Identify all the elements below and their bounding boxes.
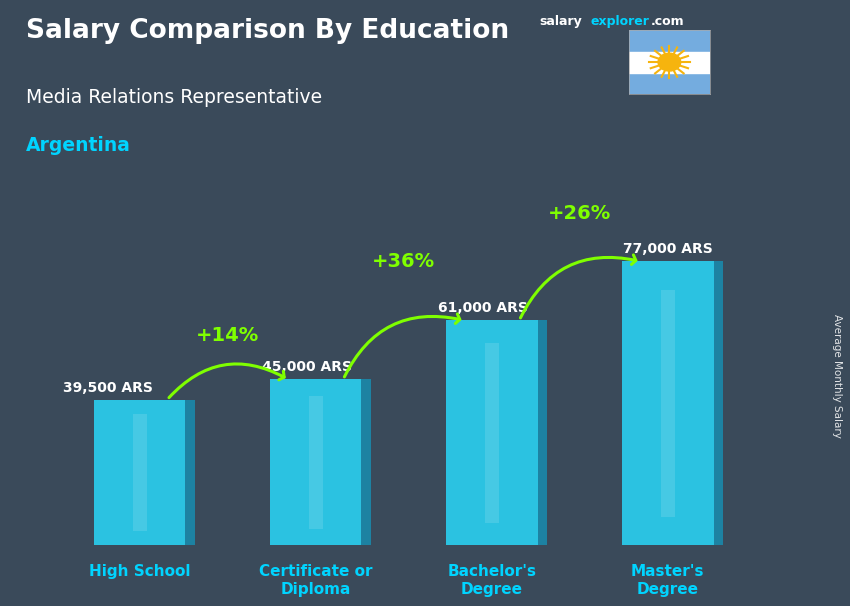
Circle shape: [658, 53, 681, 71]
Text: Salary Comparison By Education: Salary Comparison By Education: [26, 18, 508, 44]
Text: salary: salary: [540, 15, 582, 28]
Text: 77,000 ARS: 77,000 ARS: [623, 242, 713, 256]
Text: 61,000 ARS: 61,000 ARS: [438, 301, 528, 315]
Polygon shape: [537, 321, 547, 545]
Text: .com: .com: [650, 15, 684, 28]
Polygon shape: [133, 415, 146, 531]
Bar: [629, 73, 710, 94]
Polygon shape: [484, 343, 499, 523]
Polygon shape: [714, 261, 722, 545]
Bar: [94, 400, 185, 545]
Text: +36%: +36%: [372, 252, 435, 271]
Polygon shape: [661, 290, 675, 517]
Bar: [446, 321, 537, 545]
Text: Average Monthly Salary: Average Monthly Salary: [832, 314, 842, 438]
Polygon shape: [185, 400, 195, 545]
Bar: [622, 261, 714, 545]
Text: 39,500 ARS: 39,500 ARS: [63, 381, 153, 395]
Text: explorer: explorer: [591, 15, 649, 28]
Text: Argentina: Argentina: [26, 136, 130, 155]
Text: +14%: +14%: [196, 325, 259, 345]
Bar: [270, 379, 361, 545]
Text: 45,000 ARS: 45,000 ARS: [262, 361, 352, 375]
Bar: [629, 52, 710, 73]
Bar: [629, 30, 710, 52]
Polygon shape: [361, 379, 371, 545]
Text: Media Relations Representative: Media Relations Representative: [26, 88, 321, 107]
Polygon shape: [309, 396, 323, 529]
Text: +26%: +26%: [548, 204, 611, 223]
